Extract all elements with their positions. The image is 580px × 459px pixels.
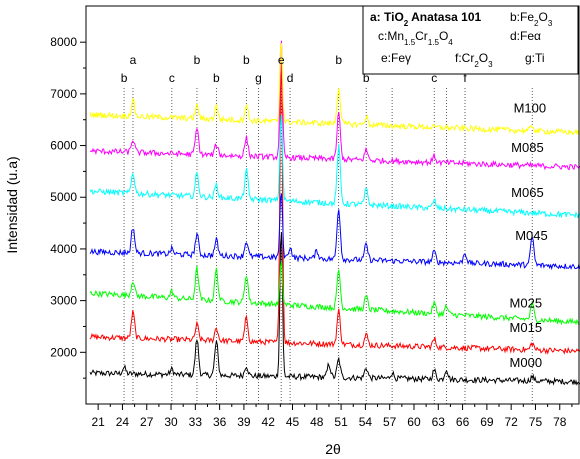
y-tick-label: 7000 xyxy=(50,87,77,101)
series-m045 xyxy=(89,193,580,271)
series-m085 xyxy=(89,40,580,171)
series-labels: M000 M015 M025 M045 M065 M085 M100 xyxy=(510,100,548,369)
series-label: M100 xyxy=(514,100,547,115)
x-tick-label: 36 xyxy=(213,415,227,429)
x-tick-label: 39 xyxy=(237,415,251,429)
x-tick-label: 48 xyxy=(310,415,324,429)
y-tick-label: 8000 xyxy=(50,35,77,49)
y-tick-label: 4000 xyxy=(50,242,77,256)
x-tick-label: 51 xyxy=(334,415,348,429)
series-m015 xyxy=(89,62,580,355)
x-tick-label: 72 xyxy=(504,415,518,429)
x-tick-label: 69 xyxy=(480,415,494,429)
x-tick-label: 57 xyxy=(383,415,397,429)
peak-letter: b xyxy=(335,53,342,67)
peak-letter: g xyxy=(255,71,262,85)
x-tick-label: 54 xyxy=(359,415,373,429)
x-tick-label: 30 xyxy=(164,415,178,429)
series-m025 xyxy=(89,261,580,326)
series-layer xyxy=(89,40,580,386)
peak-letter: f xyxy=(463,71,467,85)
x-tick-label: 63 xyxy=(432,415,446,429)
x-tick-label: 21 xyxy=(91,415,105,429)
legend-entry: f:Cr2O3 xyxy=(455,51,493,69)
legend-entry: a: TiO2 Anatasa 101 xyxy=(370,10,482,28)
legend-entry: g:Ti xyxy=(525,51,545,65)
y-tick-label: 3000 xyxy=(50,294,77,308)
x-tick-label: 24 xyxy=(116,415,130,429)
legend-entry: e:Feγ xyxy=(381,51,411,65)
peak-letter: d xyxy=(287,71,294,85)
peak-letter: a xyxy=(130,53,137,67)
peak-letter: b xyxy=(121,71,128,85)
x-axis-title: 2θ xyxy=(325,441,341,457)
x-axis: 21 24 27 30 33 36 39 42 45 48 51 54 57 60 63 66 69 72 75 78 xyxy=(91,404,573,429)
legend-entry: c:Mn1.5Cr1.5O4 xyxy=(378,29,453,47)
x-tick-label: 75 xyxy=(529,415,543,429)
x-tick-label: 45 xyxy=(286,415,300,429)
legend-frame xyxy=(362,5,579,75)
y-tick-label: 2000 xyxy=(50,345,77,359)
peak-letter: c xyxy=(169,71,175,85)
series-m065 xyxy=(89,114,580,219)
series-label: M025 xyxy=(510,295,543,310)
peak-letter: c xyxy=(431,71,437,85)
legend-entry: b:Fe2O3 xyxy=(510,10,553,28)
series-label: M065 xyxy=(511,185,544,200)
y-axis: 2000 3000 4000 5000 6000 7000 8000 xyxy=(50,35,86,379)
y-tick-label: 5000 xyxy=(50,190,77,204)
phase-legend: a: TiO2 Anatasa 101 b:Fe2O3 c:Mn1.5Cr1.5O4… xyxy=(362,5,579,75)
x-tick-label: 33 xyxy=(189,415,203,429)
peak-letter: e xyxy=(278,53,285,67)
series-label: M085 xyxy=(511,140,544,155)
y-axis-title: Intensidad (u.a) xyxy=(4,156,20,253)
y-tick-label: 6000 xyxy=(50,139,77,153)
series-m000 xyxy=(89,232,580,386)
x-tick-label: 66 xyxy=(456,415,470,429)
plot-frame xyxy=(85,5,580,405)
series-label: M015 xyxy=(510,320,543,335)
peak-letter: b xyxy=(194,53,201,67)
x-tick-label: 78 xyxy=(553,415,567,429)
peak-letter: b xyxy=(243,53,250,67)
series-m100 xyxy=(89,43,580,136)
x-tick-label: 27 xyxy=(140,415,154,429)
x-tick-label: 42 xyxy=(262,415,276,429)
peak-letter: b xyxy=(213,71,220,85)
legend-entry: d:Feα xyxy=(510,29,541,43)
peak-letter: b xyxy=(363,71,370,85)
series-label: M045 xyxy=(515,228,548,243)
peak-reference-lines xyxy=(123,88,533,404)
x-tick-label: 60 xyxy=(407,415,421,429)
series-label: M000 xyxy=(510,355,543,370)
